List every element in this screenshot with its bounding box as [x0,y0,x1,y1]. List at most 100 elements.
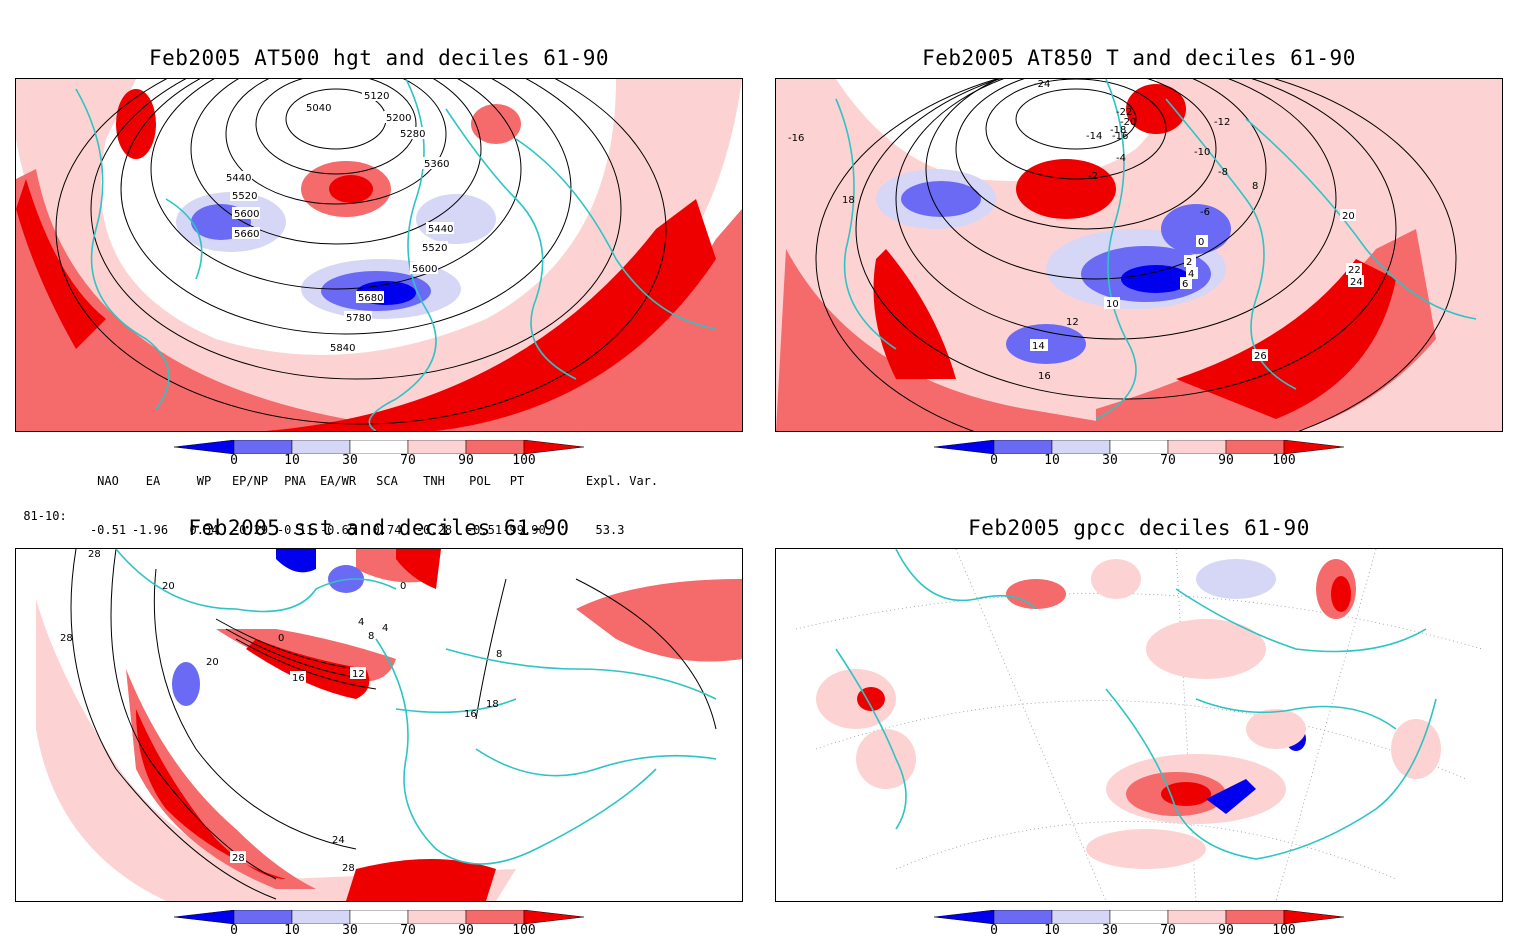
colorbar-segment [407,440,467,454]
colorbar-1: 0 10 30 70 90 100 [170,440,590,480]
colorbar-tick-label: 0 [990,923,998,938]
p3-label-12: 24 [332,835,345,846]
index-value: -0.51 [89,523,127,537]
colorbar-tick-label: 30 [1102,923,1118,938]
p2-label-19: 12 [1066,317,1079,328]
p1-label-9: 5440 [428,224,453,235]
colorbar-tick-label: 90 [1218,923,1234,938]
colorbar-segment [1051,440,1111,454]
p2-label-24: 22 [1348,265,1361,276]
p2-label-15: 4 [1188,269,1194,280]
colorbar-segment [1283,440,1345,454]
p2-label-21: 16 [1038,371,1051,382]
panel1-map: 5040 5120 5200 5280 5360 5440 5520 5600 … [15,78,743,432]
colorbar-tick-label: 70 [1160,453,1176,468]
index-values: 81-10: -0.51 -1.96 0.34 -0.29 -0.11 -0.65 0.74… [0,495,700,537]
index-headers: NAO EA WP EP/NP PNA EA/WR SCA TNH POL PT Expl. Var… [0,474,700,490]
index-header: WP [196,474,212,488]
colorbar-tick-label: 0 [990,453,998,468]
colorbar-3: 0 10 30 70 90 100 [170,910,590,950]
p3-label-2: 28 [60,633,73,644]
colorbar-tick-label: 70 [1160,923,1176,938]
p2-label-23: 20 [1342,211,1355,222]
colorbar-tick-label: 10 [1044,453,1060,468]
p2-label-9: -8 [1218,167,1228,178]
colorbar-graphic [173,910,585,924]
colorbar-segment [933,440,995,454]
p3-label-3: 0 [400,581,406,592]
p1-label-6: 5520 [232,191,257,202]
p1-label-8: 5660 [234,229,259,240]
p3-label-4: 0 [278,633,284,644]
p1-label-3: 5280 [400,129,425,140]
colorbar-segment [349,910,409,924]
p2-label-11: -4 [1116,153,1126,164]
p2-label-10: -6 [1200,207,1210,218]
colorbar-tick-label: 30 [1102,453,1118,468]
colorbar-segment [993,440,1053,454]
p1-label-10: 5520 [422,243,447,254]
index-value: -0.28 [415,523,453,537]
colorbar-segment [523,910,585,924]
p3-label-15: 18 [486,699,499,710]
p2-label-25: 24 [1350,277,1363,288]
colorbar-segment [291,910,351,924]
index-header: NAO [97,474,119,488]
p3-label-13: 28 [342,863,355,874]
p1-label-1: 5120 [364,91,389,102]
index-value: 53.3 [595,523,625,537]
colorbar-2: 0 10 30 70 90 100 [930,440,1350,480]
colorbar-segment [465,910,525,924]
panel2-title: Feb2005 AT850 T and deciles 61-90 [922,46,1356,70]
colorbar-segment [1109,910,1169,924]
colorbar-tick-label: 10 [284,923,300,938]
p1-label-12: 5680 [358,293,383,304]
index-value: -0.65 [319,523,357,537]
p2-label-0: -16 [788,133,804,144]
index-header: PT [509,474,525,488]
colorbar-tick-label: 90 [458,453,474,468]
p1-label-14: 5840 [330,343,355,354]
colorbar-tick-label: 30 [342,453,358,468]
panel4-title: Feb2005 gpcc deciles 61-90 [968,516,1310,540]
colorbar-tick-label: 10 [1044,923,1060,938]
p2-label-14: 2 [1186,257,1192,268]
colorbar-tick-label: 70 [400,923,416,938]
index-header: EA [145,474,161,488]
colorbar-tick-label: 30 [342,923,358,938]
p3-label-10: 16 [464,709,477,720]
p2-label-16: 6 [1182,279,1188,290]
panel1-map-graphic: 5040 5120 5200 5280 5360 5440 5520 5600 … [16,79,742,431]
index-value: -0.51 [465,523,503,537]
index-value: -1.96 [131,523,169,537]
p3-label-16: 8 [496,649,502,660]
p2-label-4: -18 [1110,125,1126,136]
colorbar-segment [1109,440,1169,454]
colorbar-segment [1225,440,1285,454]
colorbar-tick-label: 100 [512,923,536,938]
colorbar-segment [233,910,293,924]
colorbar-tick-label: 0 [230,453,238,468]
p1-label-0: 5040 [306,103,331,114]
p2-label-13: 0 [1198,237,1204,248]
p2-label-7: -12 [1214,117,1230,128]
p2-label-20: 14 [1032,341,1045,352]
colorbar-segment [173,440,235,454]
colorbar-segment [291,440,351,454]
index-value: 0.34 [189,523,219,537]
colorbar-segment [1051,910,1111,924]
p2-label-17: 8 [1252,181,1258,192]
p3-label-11: 20 [206,657,219,668]
p1-label-2: 5200 [386,113,411,124]
colorbar-tick-label: 100 [1272,453,1296,468]
p1-label-11: 5600 [412,264,437,275]
colorbar-graphic [933,910,1345,924]
p3-label-7: 4 [382,623,388,634]
colorbar-segment [1167,440,1227,454]
p1-label-7: 5600 [234,209,259,220]
index-value: -0.11 [276,523,314,537]
index-header: TNH [423,474,445,488]
panel4-map [775,548,1503,902]
p3-label-5: 4 [358,617,364,628]
p2-label-26: 26 [1254,351,1267,362]
